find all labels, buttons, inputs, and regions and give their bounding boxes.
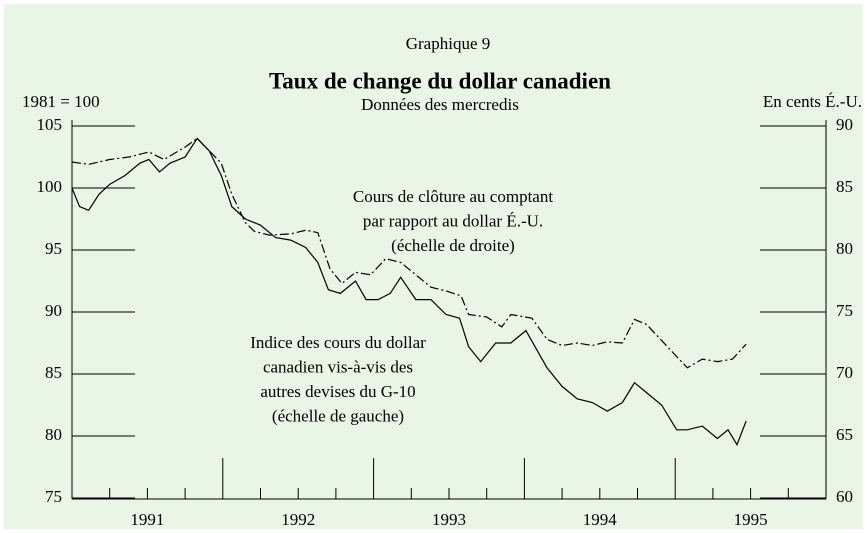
x-tick-label: 1994 [583,510,618,529]
x-tick-label: 1995 [734,510,768,529]
chart-subtitle: Données des mercredis [361,95,519,114]
annotation: (échelle de droite) [391,236,515,255]
chart-label: Graphique 9 [406,34,491,53]
x-tick-label: 1993 [432,510,466,529]
y2-tick-label: 65 [836,425,853,444]
y-tick-label: 75 [45,487,62,506]
y-axis-label: 1981 = 100 [22,92,100,111]
y-tick-label: 100 [37,177,63,196]
y-tick-label: 95 [45,239,62,258]
y-tick-label: 90 [45,301,62,320]
y2-tick-label: 80 [836,239,853,258]
annotation: canadien vis-à-vis des [263,357,413,376]
y-tick-label: 85 [45,363,62,382]
y2-tick-label: 60 [836,487,853,506]
series-line [71,137,747,369]
chart-title: Taux de change du dollar canadien [269,68,611,93]
annotation: autres devises du G-10 [260,382,415,401]
annotation: par rapport au dollar É.-U. [363,211,543,230]
x-tick-label: 1991 [130,510,164,529]
annotation: Cours de clôture au comptant [353,187,553,206]
y-tick-label: 80 [45,425,62,444]
annotation: Indice des cours du dollar [250,333,426,352]
y-tick-label: 105 [37,115,63,134]
background [4,4,863,529]
y2-axis-label: En cents É.-U. [763,92,862,111]
x-tick-label: 1992 [281,510,315,529]
y2-tick-label: 90 [836,115,853,134]
annotation: (échelle de gauche) [272,406,404,425]
y2-tick-label: 75 [836,301,853,320]
y2-tick-label: 70 [836,363,853,382]
series-line [71,137,747,447]
y2-tick-label: 85 [836,177,853,196]
